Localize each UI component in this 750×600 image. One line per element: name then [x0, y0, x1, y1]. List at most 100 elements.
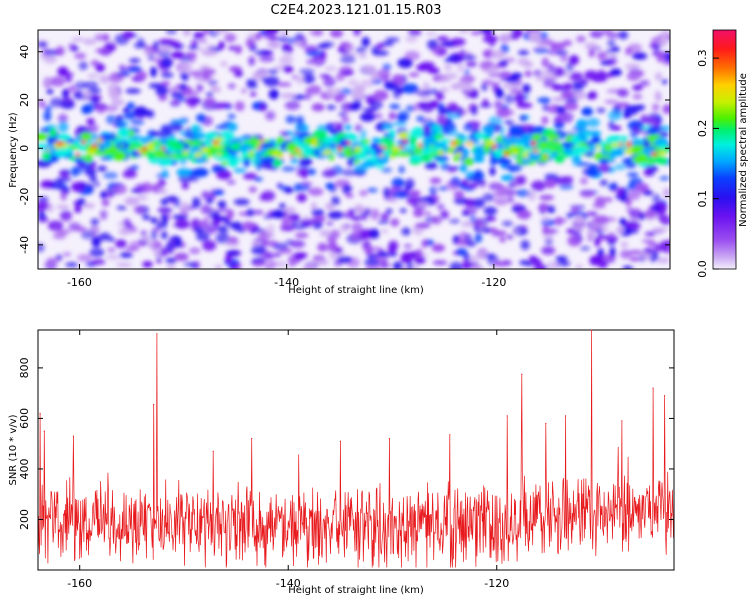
heatmap-cell — [302, 264, 317, 269]
heatmap-cell — [494, 148, 502, 159]
heatmap-cell — [279, 203, 286, 209]
heatmap-cell — [406, 260, 413, 269]
y-tick-label: 600 — [18, 408, 31, 429]
heatmap-cell — [367, 187, 378, 193]
heatmap-cell — [465, 141, 474, 146]
heatmap-cell — [285, 115, 296, 124]
heatmap-cell — [264, 259, 277, 269]
heatmap-cell — [533, 263, 548, 269]
heatmap-cell — [364, 259, 380, 267]
heatmap-cell — [342, 211, 353, 219]
heatmap-cell — [50, 76, 66, 87]
heatmap-cell — [314, 142, 322, 148]
heatmap-cell — [418, 143, 423, 149]
heatmap-cell — [411, 126, 426, 138]
heatmap-cell — [429, 177, 442, 184]
heatmap-cell — [52, 222, 60, 231]
heatmap-cell — [230, 221, 243, 231]
snr-peak-point — [251, 438, 253, 440]
heatmap-cell — [380, 213, 390, 221]
heatmap-cell — [468, 255, 479, 263]
heatmap-cell — [389, 103, 401, 110]
heatmap-cell — [161, 71, 174, 79]
heatmap-cell — [276, 136, 285, 143]
heatmap-cell — [255, 165, 262, 171]
heatmap-cell — [574, 214, 585, 225]
heatmap-cell — [91, 259, 106, 265]
heatmap-cell — [604, 143, 611, 153]
heatmap-cell — [454, 137, 462, 148]
heatmap-cell — [157, 45, 173, 52]
heatmap-cell — [626, 71, 641, 81]
heatmap-cell — [438, 186, 448, 191]
heatmap-cell — [201, 49, 218, 57]
heatmap-cell — [391, 146, 401, 152]
heatmap-cell — [622, 265, 633, 269]
heatmap-cell — [547, 205, 556, 214]
heatmap-cell — [143, 49, 154, 56]
heatmap-cell — [86, 87, 101, 95]
heatmap-cell — [204, 139, 211, 147]
heatmap-cell — [102, 33, 110, 42]
heatmap-cell — [415, 151, 419, 155]
heatmap-cell — [607, 39, 616, 48]
heatmap-cell — [193, 31, 205, 39]
heatmap-cell — [182, 30, 192, 37]
heatmap-cell — [294, 148, 300, 152]
heatmap-cell — [152, 57, 164, 63]
heatmap-cell — [325, 202, 335, 211]
heatmap-cell — [409, 190, 421, 197]
heatmap-cell — [392, 121, 407, 126]
heatmap-cell — [174, 252, 189, 261]
heatmap-cell — [608, 120, 615, 131]
heatmap-cell — [350, 216, 363, 221]
heatmap-cell — [176, 168, 192, 177]
heatmap-cell — [122, 31, 135, 39]
heatmap-cell — [660, 33, 669, 44]
heatmap-cell — [527, 151, 541, 161]
heatmap-cell — [112, 183, 127, 195]
heatmap-cell — [473, 148, 486, 158]
heatmap-cell — [608, 110, 622, 121]
heatmap-cell — [80, 183, 94, 190]
heatmap-cell — [408, 30, 422, 37]
heatmap-cell — [350, 232, 362, 241]
heatmap-blobs — [38, 30, 670, 269]
heatmap-cell — [94, 33, 106, 42]
heatmap-cell — [58, 121, 69, 133]
heatmap-cell — [256, 145, 261, 150]
heatmap-cell — [346, 141, 351, 145]
heatmap-cell — [466, 182, 479, 189]
heatmap-cell — [380, 260, 389, 269]
heatmap-cell — [118, 64, 126, 72]
heatmap-cell — [378, 145, 386, 148]
heatmap-cell — [592, 202, 606, 209]
heatmap-cell — [192, 124, 203, 135]
heatmap-cell — [650, 152, 658, 156]
heatmap-cell — [80, 140, 87, 145]
heatmap-cell — [586, 117, 600, 128]
heatmap-cell — [450, 83, 462, 90]
heatmap-cell — [283, 65, 294, 73]
heatmap-cell — [353, 150, 361, 155]
heatmap-cell — [82, 203, 95, 209]
heatmap-cell — [382, 63, 392, 71]
heatmap-cell — [482, 144, 491, 152]
heatmap-cell — [197, 38, 208, 43]
heatmap-cell — [263, 76, 280, 87]
heatmap-cell — [632, 84, 643, 91]
heatmap-cell — [212, 210, 220, 217]
heatmap-cell — [302, 74, 316, 84]
heatmap-cell — [361, 36, 370, 47]
heatmap-cell — [571, 156, 582, 162]
heatmap-cell — [304, 87, 312, 94]
heatmap-cell — [460, 164, 468, 173]
heatmap-cell — [361, 161, 377, 168]
heatmap-cell — [396, 113, 409, 122]
heatmap-cell — [215, 232, 230, 244]
heatmap-cell — [538, 202, 550, 213]
heatmap-cell — [507, 182, 516, 188]
heatmap-cell — [364, 246, 373, 255]
heatmap-cell — [579, 78, 589, 85]
heatmap-cell — [603, 216, 617, 222]
